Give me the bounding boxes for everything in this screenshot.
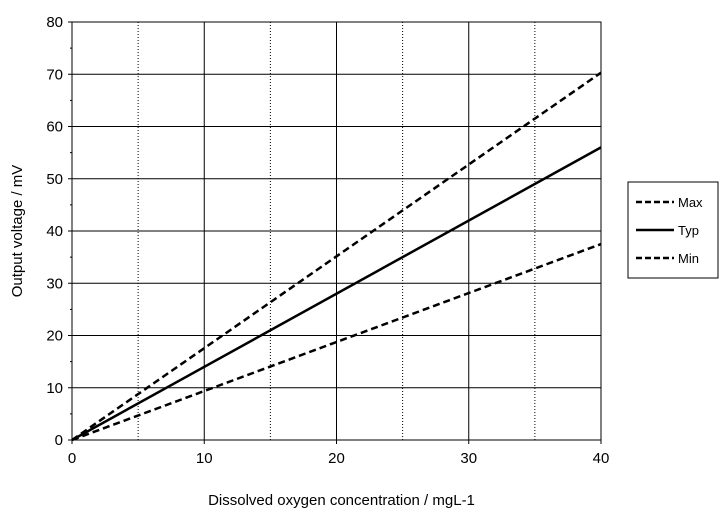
y-tick-label: 50 bbox=[46, 171, 63, 188]
legend-label-typ: Typ bbox=[678, 223, 699, 238]
series-line-typ bbox=[71, 146, 602, 442]
x-tick-label: 40 bbox=[593, 450, 610, 467]
y-axis-label: Output voltage / mV bbox=[9, 165, 26, 298]
x-tick-label: 30 bbox=[460, 450, 477, 467]
axis-ticks: 0 10 20 30 40 50 60 70 80 0 10 20 30 40 bbox=[46, 14, 609, 467]
x-tick-label: 0 bbox=[68, 450, 76, 467]
series-line-min bbox=[71, 242, 602, 442]
x-tick-label: 20 bbox=[328, 450, 345, 467]
legend: Max Typ Min bbox=[627, 181, 719, 279]
legend-label-max: Max bbox=[678, 195, 703, 210]
legend-label-min: Min bbox=[678, 251, 699, 266]
y-tick-label: 40 bbox=[46, 223, 63, 240]
y-tick-label: 10 bbox=[46, 380, 63, 397]
series-lines bbox=[71, 71, 602, 442]
y-tick-label: 70 bbox=[46, 66, 63, 83]
x-tick-label: 10 bbox=[196, 450, 213, 467]
y-tick-label: 30 bbox=[46, 275, 63, 292]
series-line-max bbox=[71, 71, 602, 442]
y-tick-label: 80 bbox=[46, 14, 63, 31]
y-tick-label: 20 bbox=[46, 328, 63, 345]
y-tick-label: 0 bbox=[55, 432, 63, 449]
grid bbox=[72, 22, 601, 440]
y-tick-label: 60 bbox=[46, 119, 63, 136]
x-axis-label: Dissolved oxygen concentration / mgL-1 bbox=[208, 492, 475, 509]
